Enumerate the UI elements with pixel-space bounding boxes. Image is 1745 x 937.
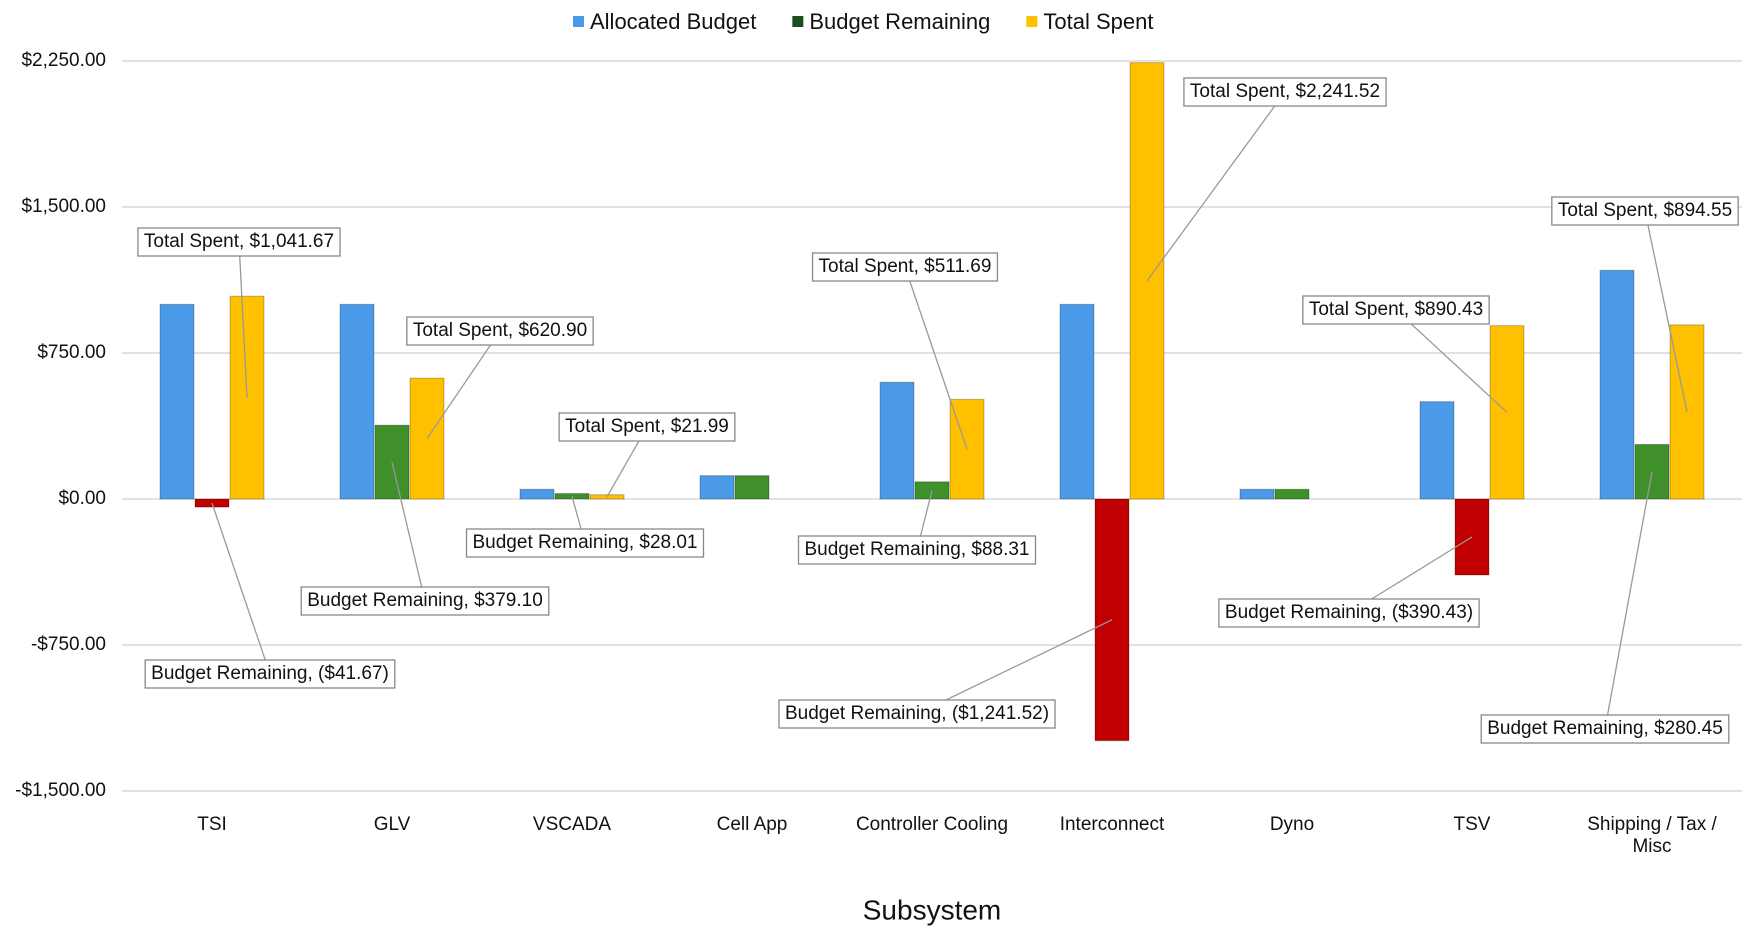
data-label: Total Spent, $2,241.52 bbox=[1146, 77, 1387, 282]
bar bbox=[519, 488, 555, 500]
label-box bbox=[144, 659, 396, 689]
data-label: Budget Remaining, ($41.67) bbox=[144, 502, 396, 689]
x-tick-line: Misc bbox=[1632, 836, 1671, 857]
x-tick-label: Dyno bbox=[1270, 814, 1314, 835]
y-tick-label: $750.00 bbox=[37, 342, 106, 363]
bar bbox=[1274, 488, 1310, 500]
label-box bbox=[1183, 77, 1387, 107]
label-box bbox=[1551, 196, 1739, 226]
data-label: Total Spent, $1,041.67 bbox=[137, 227, 341, 398]
legend-swatch bbox=[573, 16, 584, 27]
leader-line bbox=[426, 330, 501, 439]
bar bbox=[699, 475, 735, 500]
data-label-text: Total Spent, $1,041.67 bbox=[144, 231, 334, 252]
y-tick-label: $1,500.00 bbox=[21, 196, 106, 217]
legend-label: Total Spent bbox=[1043, 9, 1153, 34]
data-label-text: Budget Remaining, ($390.43) bbox=[1225, 602, 1473, 623]
x-tick-label: TSV bbox=[1454, 814, 1491, 835]
legend-label: Allocated Budget bbox=[590, 9, 756, 34]
data-label-text: Total Spent, $2,241.52 bbox=[1190, 81, 1380, 102]
bar bbox=[1239, 488, 1275, 500]
y-tick-label: -$1,500.00 bbox=[15, 780, 106, 801]
leader-line bbox=[238, 241, 248, 398]
label-box bbox=[406, 316, 594, 346]
x-tick-label: TSI bbox=[197, 814, 227, 835]
leader-line bbox=[1395, 309, 1508, 413]
leader-line bbox=[1604, 471, 1653, 730]
label-box bbox=[811, 252, 999, 282]
x-tick-label: Cell App bbox=[717, 814, 788, 835]
legend-swatch bbox=[1026, 16, 1038, 27]
leader-line bbox=[1644, 210, 1688, 413]
label-box bbox=[465, 528, 705, 558]
leader-line bbox=[391, 461, 426, 602]
data-label-text: Budget Remaining, ($1,241.52) bbox=[785, 703, 1049, 724]
data-label-text: Budget Remaining, $379.10 bbox=[307, 590, 543, 611]
x-axis-title: Subsystem bbox=[863, 894, 1002, 925]
data-label: Total Spent, $511.69 bbox=[811, 252, 999, 450]
y-tick-label: $0.00 bbox=[58, 488, 106, 509]
data-label-text: Budget Remaining, $280.45 bbox=[1487, 718, 1723, 739]
y-tick-label: -$750.00 bbox=[31, 634, 106, 655]
label-box bbox=[137, 227, 341, 257]
x-tick-line: Shipping / Tax / bbox=[1587, 814, 1717, 835]
data-label: Budget Remaining, $379.10 bbox=[300, 461, 550, 616]
y-tick-label: $2,250.00 bbox=[21, 50, 106, 71]
data-label: Budget Remaining, ($390.43) bbox=[1218, 536, 1480, 628]
data-label-text: Total Spent, $890.43 bbox=[1309, 299, 1483, 320]
data-label-text: Total Spent, $620.90 bbox=[413, 320, 587, 341]
label-box bbox=[558, 412, 736, 442]
data-label: Budget Remaining, $88.31 bbox=[797, 490, 1037, 565]
bar bbox=[734, 475, 770, 500]
data-label: Total Spent, $894.55 bbox=[1551, 196, 1739, 413]
bar bbox=[1059, 303, 1095, 500]
leader-line bbox=[916, 619, 1113, 715]
bar bbox=[879, 381, 915, 500]
data-label-text: Budget Remaining, ($41.67) bbox=[151, 663, 389, 684]
bar bbox=[159, 303, 195, 500]
bar bbox=[229, 295, 265, 500]
leader-line bbox=[211, 502, 271, 675]
data-label-text: Budget Remaining, $88.31 bbox=[805, 539, 1030, 560]
data-label-text: Total Spent, $21.99 bbox=[565, 416, 729, 437]
label-box bbox=[797, 535, 1037, 565]
data-label: Budget Remaining, $280.45 bbox=[1480, 471, 1730, 744]
x-tick-label: Controller Cooling bbox=[856, 814, 1008, 835]
legend-label: Budget Remaining bbox=[809, 9, 990, 34]
x-tick-label: Shipping / Tax / Misc bbox=[1587, 814, 1717, 857]
label-box bbox=[1480, 714, 1730, 744]
data-label: Budget Remaining, $28.01 bbox=[465, 496, 705, 558]
label-box bbox=[300, 586, 550, 616]
data-label: Total Spent, $620.90 bbox=[406, 316, 594, 439]
data-label: Total Spent, $890.43 bbox=[1302, 295, 1508, 413]
legend-swatch bbox=[792, 16, 804, 27]
data-label-text: Budget Remaining, $28.01 bbox=[473, 532, 698, 553]
data-label: Total Spent, $21.99 bbox=[558, 412, 736, 498]
data-label-text: Total Spent, $894.55 bbox=[1558, 200, 1732, 221]
x-tick-label: Interconnect bbox=[1060, 814, 1165, 835]
bar bbox=[1419, 401, 1455, 500]
bar bbox=[339, 303, 375, 500]
label-box bbox=[778, 699, 1056, 729]
label-box bbox=[1218, 598, 1480, 628]
label-box bbox=[1302, 295, 1490, 325]
x-tick-label: VSCADA bbox=[533, 814, 611, 835]
leader-line bbox=[1146, 91, 1286, 282]
data-label-text: Total Spent, $511.69 bbox=[819, 256, 992, 277]
data-label: Budget Remaining, ($1,241.52) bbox=[778, 619, 1113, 729]
bar bbox=[1599, 269, 1635, 500]
leader-line bbox=[904, 266, 968, 450]
bar bbox=[1634, 443, 1670, 500]
x-tick-label: GLV bbox=[374, 814, 411, 835]
